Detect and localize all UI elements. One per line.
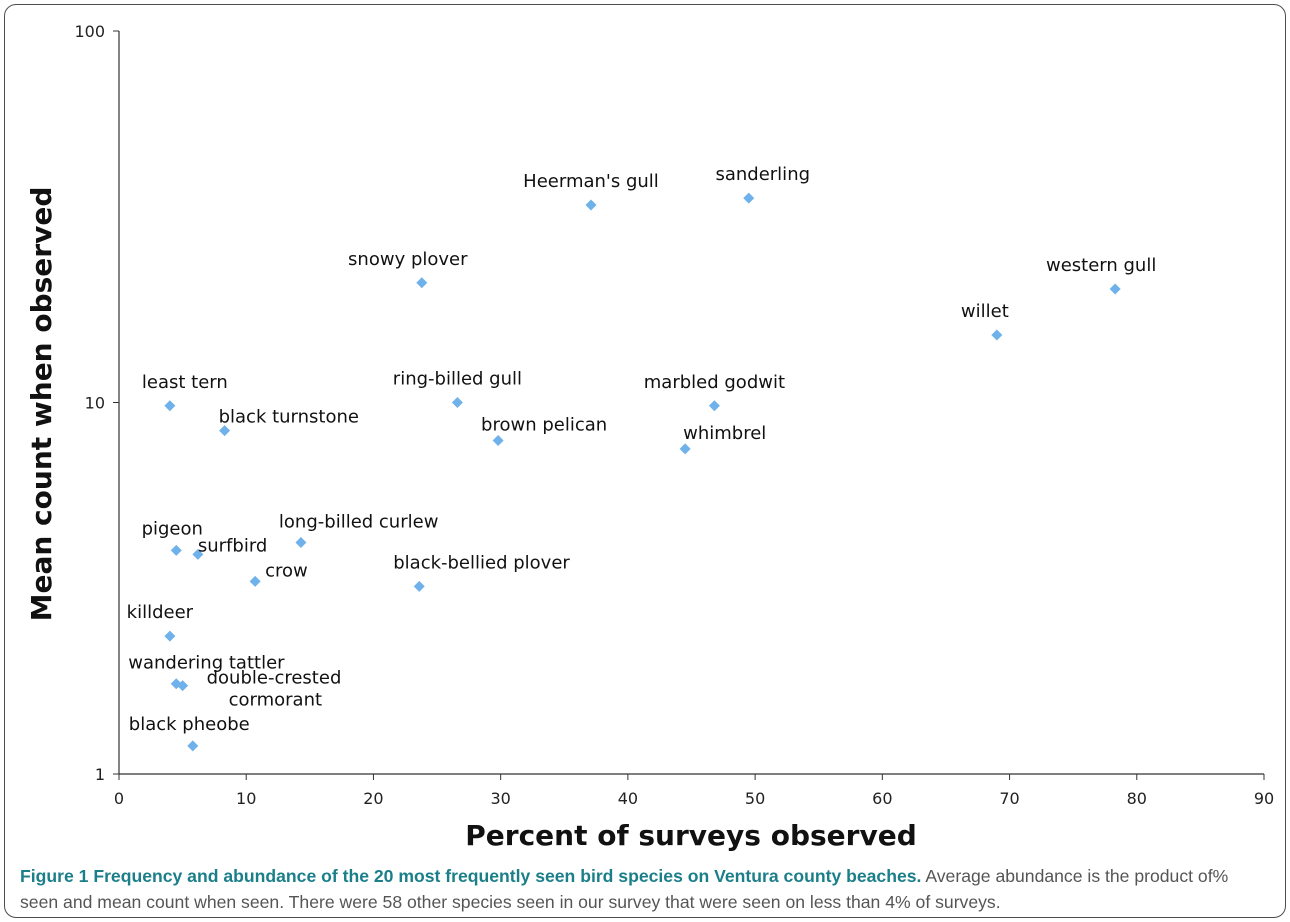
label-marbled-godwit: marbled godwit [644, 372, 785, 393]
label-least-tern: least tern [142, 372, 228, 393]
point-killdeer [164, 630, 176, 642]
point-pigeon [170, 544, 182, 556]
point-sanderling [743, 192, 755, 204]
x-tick-label: 50 [745, 789, 765, 808]
point-western-gull [1109, 283, 1121, 295]
label-whimbrel: whimbrel [683, 423, 766, 444]
figure-caption: Figure 1 Frequency and abundance of the … [20, 863, 1270, 915]
x-tick-label: 20 [363, 789, 383, 808]
data-points: Heerman's gull sanderling snowy plover west… [127, 164, 1156, 752]
point-crow [249, 575, 261, 587]
y-axis-title: Mean count when observed [25, 187, 58, 622]
label-snowy-plover: snowy plover [348, 249, 468, 270]
point-heerman-s-gull [585, 199, 597, 211]
y-axis-ticks: 1 10 100 [74, 22, 119, 784]
label-killdeer: killdeer [127, 602, 194, 623]
label-western-gull: western gull [1046, 255, 1156, 276]
point-black-turnstone [219, 425, 231, 437]
label-long-billed-curlew: long-billed curlew [279, 511, 439, 532]
point-snowy-plover [416, 277, 428, 289]
point-black-pheobe [187, 740, 199, 752]
point-marbled-godwit [708, 400, 720, 412]
label-black-turnstone: black turnstone [219, 407, 359, 428]
label-crow: crow [265, 560, 308, 581]
x-tick-label: 40 [618, 789, 638, 808]
label-ring-billed-gull: ring-billed gull [393, 369, 522, 390]
point-double-crested-cormorant [177, 680, 189, 692]
caption-title: Figure 1 Frequency and abundance of the … [20, 866, 922, 886]
label-double-crested-cormorant: double-crested cormorant [207, 668, 342, 711]
axes [118, 31, 1264, 775]
x-tick-label: 0 [114, 789, 124, 808]
point-whimbrel [679, 443, 691, 455]
x-axis-title: Percent of surveys observed [465, 819, 917, 852]
point-willet [991, 329, 1003, 341]
y-tick-label: 10 [85, 394, 105, 413]
x-tick-label: 70 [999, 789, 1019, 808]
x-tick-label: 30 [490, 789, 510, 808]
point-ring-billed-gull [451, 397, 463, 408]
caption-text: Average abundance is the product of% see… [20, 866, 1229, 912]
x-tick-label: 60 [872, 789, 892, 808]
label-pigeon: pigeon [142, 518, 203, 539]
x-tick-label: 80 [1127, 789, 1147, 808]
figure-frame [4, 4, 1286, 918]
label-sanderling: sanderling [715, 164, 810, 185]
y-tick-label: 1 [95, 765, 105, 784]
x-tick-label: 10 [236, 789, 256, 808]
point-brown-pelican [492, 435, 504, 447]
point-black-bellied-plover [413, 580, 425, 592]
label-wandering-tattler: wandering tattler [128, 653, 285, 674]
point-surfbird [192, 548, 204, 560]
label-black-bellied-plover: black-bellied plover [393, 552, 570, 573]
point-long-billed-curlew [295, 536, 307, 548]
label-brown-pelican: brown pelican [481, 415, 607, 436]
label-heerman-s-gull: Heerman's gull [523, 171, 659, 192]
x-tick-label: 90 [1254, 789, 1274, 808]
x-axis-ticks: 0 10 20 30 40 50 60 70 80 90 [114, 774, 1274, 808]
scatter-chart: 0 10 20 30 40 50 60 70 80 90 1 10 100 Heerman's gul… [25, 22, 1274, 852]
y-tick-label: 100 [74, 22, 105, 41]
label-surfbird: surfbird [198, 535, 267, 556]
point-least-tern [164, 400, 176, 412]
label-willet: willet [961, 301, 1009, 322]
label-black-pheobe: black pheobe [129, 714, 250, 735]
